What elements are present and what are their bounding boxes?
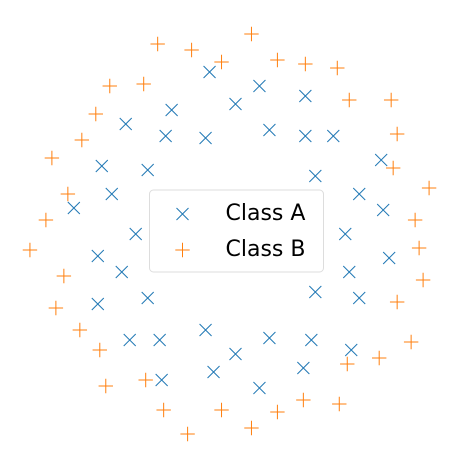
point xyxy=(308,169,322,183)
point xyxy=(119,117,133,131)
point xyxy=(263,331,276,345)
point xyxy=(141,163,155,177)
point xyxy=(153,333,167,347)
point xyxy=(67,201,81,215)
point xyxy=(411,240,427,256)
point xyxy=(98,378,113,394)
point xyxy=(296,392,311,408)
point xyxy=(207,365,220,379)
point xyxy=(270,52,285,68)
point xyxy=(244,420,259,436)
point xyxy=(385,160,401,176)
point xyxy=(326,129,340,143)
point xyxy=(56,268,72,284)
point xyxy=(44,150,60,166)
legend-marker xyxy=(176,207,189,221)
point xyxy=(184,42,199,58)
point xyxy=(383,92,399,108)
point xyxy=(298,89,312,103)
point xyxy=(253,381,266,395)
point xyxy=(244,26,259,42)
point xyxy=(253,79,266,93)
point xyxy=(159,129,173,143)
point xyxy=(102,78,117,94)
point xyxy=(138,372,153,388)
point xyxy=(304,333,318,347)
point xyxy=(22,242,38,258)
point xyxy=(105,187,119,201)
point xyxy=(338,227,352,241)
point xyxy=(155,373,169,387)
point xyxy=(344,343,358,357)
point xyxy=(270,404,285,420)
point xyxy=(352,291,366,305)
point xyxy=(263,123,276,137)
point xyxy=(389,294,405,310)
point xyxy=(203,65,216,79)
point xyxy=(199,323,212,337)
point xyxy=(332,396,347,412)
point xyxy=(165,103,178,117)
point xyxy=(48,300,64,316)
point xyxy=(136,76,151,92)
point xyxy=(156,402,171,418)
point xyxy=(371,350,387,366)
legend-label: Class A xyxy=(226,201,306,226)
legend-box xyxy=(149,189,324,273)
point xyxy=(60,186,76,202)
point xyxy=(74,132,90,148)
point xyxy=(72,322,88,338)
point xyxy=(342,92,357,108)
point xyxy=(214,402,229,418)
point xyxy=(38,212,54,228)
legend-label: Class B xyxy=(226,237,306,262)
point xyxy=(95,159,109,173)
point xyxy=(415,272,431,288)
point xyxy=(229,347,242,361)
point xyxy=(352,187,366,201)
point xyxy=(389,126,405,142)
point xyxy=(91,249,105,263)
point xyxy=(141,291,155,305)
point xyxy=(150,36,165,52)
point xyxy=(298,56,313,72)
point xyxy=(88,106,103,122)
point xyxy=(407,212,423,228)
point xyxy=(308,285,322,299)
point xyxy=(340,356,355,372)
point xyxy=(330,60,345,76)
point xyxy=(382,251,396,265)
point xyxy=(421,180,437,196)
point xyxy=(342,265,356,279)
point xyxy=(376,203,390,217)
point xyxy=(129,227,143,241)
point xyxy=(115,265,129,279)
point xyxy=(92,342,107,358)
point xyxy=(214,54,229,70)
point xyxy=(298,129,312,143)
point xyxy=(180,426,195,442)
point xyxy=(91,297,105,311)
legend-marker xyxy=(175,242,190,258)
point xyxy=(374,153,388,167)
point xyxy=(199,131,212,145)
point xyxy=(403,334,419,350)
point xyxy=(229,97,242,111)
point xyxy=(123,333,137,347)
point xyxy=(297,361,310,375)
